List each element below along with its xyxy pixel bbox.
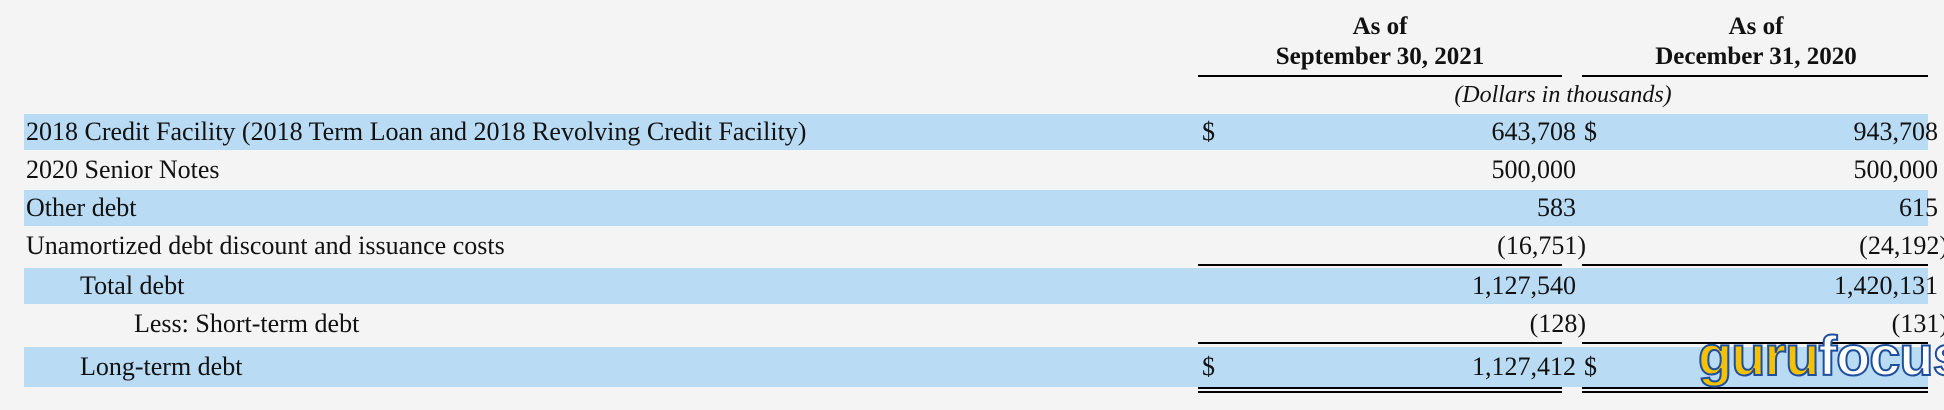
row-label: 2018 Credit Facility (2018 Term Loan and… xyxy=(26,117,807,146)
value-2021: (128) xyxy=(1529,309,1586,338)
table-row: Unamortized debt discount and issuance c… xyxy=(24,228,1944,264)
value-2021: 1,127,540 xyxy=(1472,271,1576,300)
table-row: Other debt 583 615 xyxy=(24,190,1938,226)
value-2020: 943,708 xyxy=(1853,117,1939,146)
column-header-line1: As of xyxy=(1352,13,1408,40)
value-2021: 643,708 xyxy=(1491,117,1577,146)
row-label: Less: Short-term debt xyxy=(134,309,360,338)
total-double-rule xyxy=(1198,387,1562,393)
value-2021: (16,751) xyxy=(1497,231,1586,260)
column-header-line1: As of xyxy=(1728,13,1784,40)
value-2020: 1,420,131 xyxy=(1834,271,1938,300)
column-header-dec-2020: As of December 31, 2020 xyxy=(1576,12,1936,72)
value-2020: (24,192) xyxy=(1859,231,1944,260)
row-label: Unamortized debt discount and issuance c… xyxy=(26,231,505,260)
subtotal-rule xyxy=(1198,342,1562,344)
subtotal-rule xyxy=(1582,342,1928,344)
value-2021: 583 xyxy=(1537,193,1576,222)
dollar-sign: $ xyxy=(1202,352,1215,381)
value-2020: 500,000 xyxy=(1853,155,1939,184)
table-row: 2018 Credit Facility (2018 Term Loan and… xyxy=(24,114,1938,150)
gurufocus-logo: gurufocus xyxy=(1697,318,1944,396)
row-label: Long-term debt xyxy=(80,352,243,381)
table-row: Less: Short-term debt (128) (131) xyxy=(24,306,1944,342)
row-label: Total debt xyxy=(80,271,185,300)
logo-text-focus: focus xyxy=(1817,324,1944,387)
value-2021: 1,127,412 xyxy=(1472,352,1576,381)
table-row: 2020 Senior Notes 500,000 500,000 xyxy=(24,152,1938,188)
header-rule xyxy=(1582,75,1928,77)
column-header-line2: September 30, 2021 xyxy=(1275,43,1485,70)
header-rule xyxy=(1198,75,1562,77)
dollar-sign: $ xyxy=(1584,352,1597,381)
subtotal-rule xyxy=(1582,264,1928,266)
dollar-sign: $ xyxy=(1202,117,1215,146)
logo-text-guru: guru xyxy=(1697,324,1820,387)
table-row: Long-term debt $ 1,127,412 $ xyxy=(24,347,1928,387)
row-label: 2020 Senior Notes xyxy=(26,155,220,184)
value-2020: 615 xyxy=(1899,193,1938,222)
subtotal-rule xyxy=(1198,264,1562,266)
column-header-line2: December 31, 2020 xyxy=(1655,43,1857,70)
unit-note: (Dollars in thousands) xyxy=(1454,82,1672,108)
dollar-sign: $ xyxy=(1584,117,1597,146)
value-2021: 500,000 xyxy=(1491,155,1577,184)
column-header-sep-2021: As of September 30, 2021 xyxy=(1200,12,1560,72)
total-double-rule xyxy=(1582,387,1928,393)
row-label: Other debt xyxy=(26,193,137,222)
value-2020: (131) xyxy=(1891,309,1944,338)
table-row: Total debt 1,127,540 1,420,131 xyxy=(24,268,1938,304)
